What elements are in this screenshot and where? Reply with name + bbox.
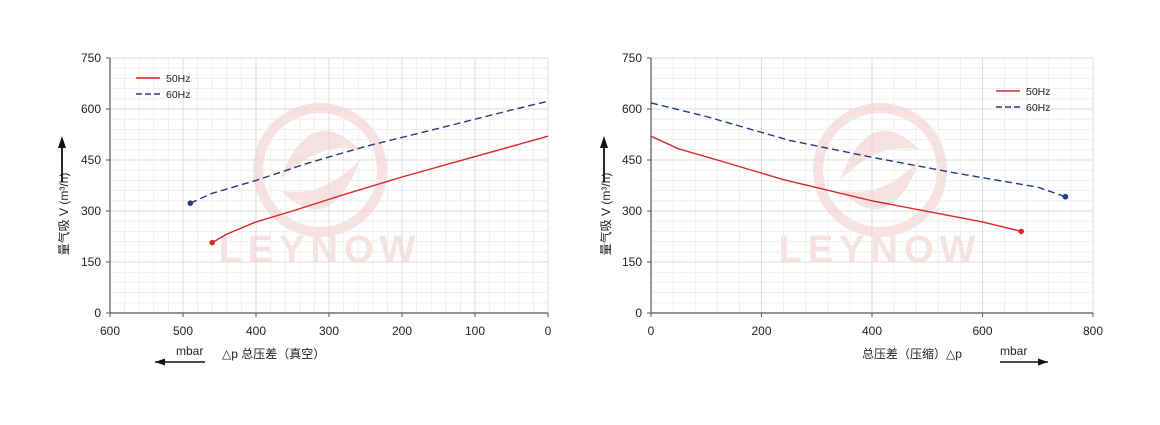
series-endpoint-60Hz <box>187 200 194 206</box>
y-tick-label: 450 <box>81 153 101 167</box>
x-tick-label: 300 <box>319 324 339 338</box>
x-arrow-head <box>1038 358 1048 366</box>
x-unit-label: mbar <box>1000 344 1027 358</box>
x-tick-label: 600 <box>100 324 120 338</box>
x-tick-label: 600 <box>972 324 992 338</box>
y-arrow-head <box>600 136 608 148</box>
watermark-leaf <box>840 160 920 210</box>
x-tick-label: 400 <box>862 324 882 338</box>
y-tick-label: 450 <box>622 153 642 167</box>
series-line-50Hz <box>211 135 549 244</box>
watermark-text: LEYNOW <box>779 229 982 271</box>
chart-vacuum: LEYNOW 600 500 400 300 200 100 0 0 150 300 450 600 75… <box>56 51 552 366</box>
x-tick-label: 500 <box>173 324 193 338</box>
series-endpoint-50Hz <box>1018 228 1024 235</box>
watermark-leaf <box>280 130 360 180</box>
series-line-60Hz <box>190 100 549 204</box>
series-line-50Hz <box>650 135 1022 233</box>
y-tick-label: 150 <box>81 255 101 269</box>
y-tick-label: 300 <box>81 204 101 218</box>
legend-label: 50Hz <box>1026 86 1051 98</box>
x-arrow-head <box>155 358 165 366</box>
watermark-text: LEYNOW <box>219 229 422 271</box>
watermark-logo: LEYNOW <box>779 103 982 271</box>
x-tick-label: 0 <box>545 324 552 338</box>
watermark-leaf <box>840 130 920 180</box>
y-axis-title: 量气吸 V (m³/h) <box>598 173 613 256</box>
y-tick-label: 150 <box>622 255 642 269</box>
series-line-60Hz <box>650 102 1066 198</box>
y-axis-title: 量气吸 V (m³/h) <box>56 173 71 256</box>
x-tick-label: 200 <box>392 324 412 338</box>
legend-label: 50Hz <box>166 73 191 85</box>
x-unit-label: mbar <box>176 344 203 358</box>
chart-pressure: LEYNOW 0 200 400 600 800 0 150 300 450 600 750 50Hz 6… <box>598 51 1103 366</box>
y-arrow-head <box>58 136 66 148</box>
x-tick-label: 100 <box>465 324 485 338</box>
y-tick-label: 600 <box>622 102 642 116</box>
y-tick-label: 0 <box>94 306 101 320</box>
x-tick-label: 800 <box>1083 324 1103 338</box>
x-axis-title: 总压差（压缩）△p <box>862 346 962 361</box>
x-tick-label: 200 <box>751 324 771 338</box>
series-endpoint-60Hz <box>1062 193 1069 200</box>
x-tick-label: 400 <box>246 324 266 338</box>
y-tick-label: 750 <box>622 51 642 65</box>
series-endpoint-50Hz <box>209 239 215 246</box>
x-tick-label: 0 <box>648 324 655 338</box>
y-tick-label: 600 <box>81 102 101 116</box>
y-tick-label: 300 <box>622 204 642 218</box>
y-tick-label: 750 <box>81 51 101 65</box>
y-tick-label: 0 <box>635 306 642 320</box>
watermark-logo: LEYNOW <box>219 103 422 271</box>
x-axis-title: △p 总压差（真空） <box>222 347 325 361</box>
legend-label: 60Hz <box>1026 102 1051 114</box>
legend-label: 60Hz <box>166 89 191 101</box>
